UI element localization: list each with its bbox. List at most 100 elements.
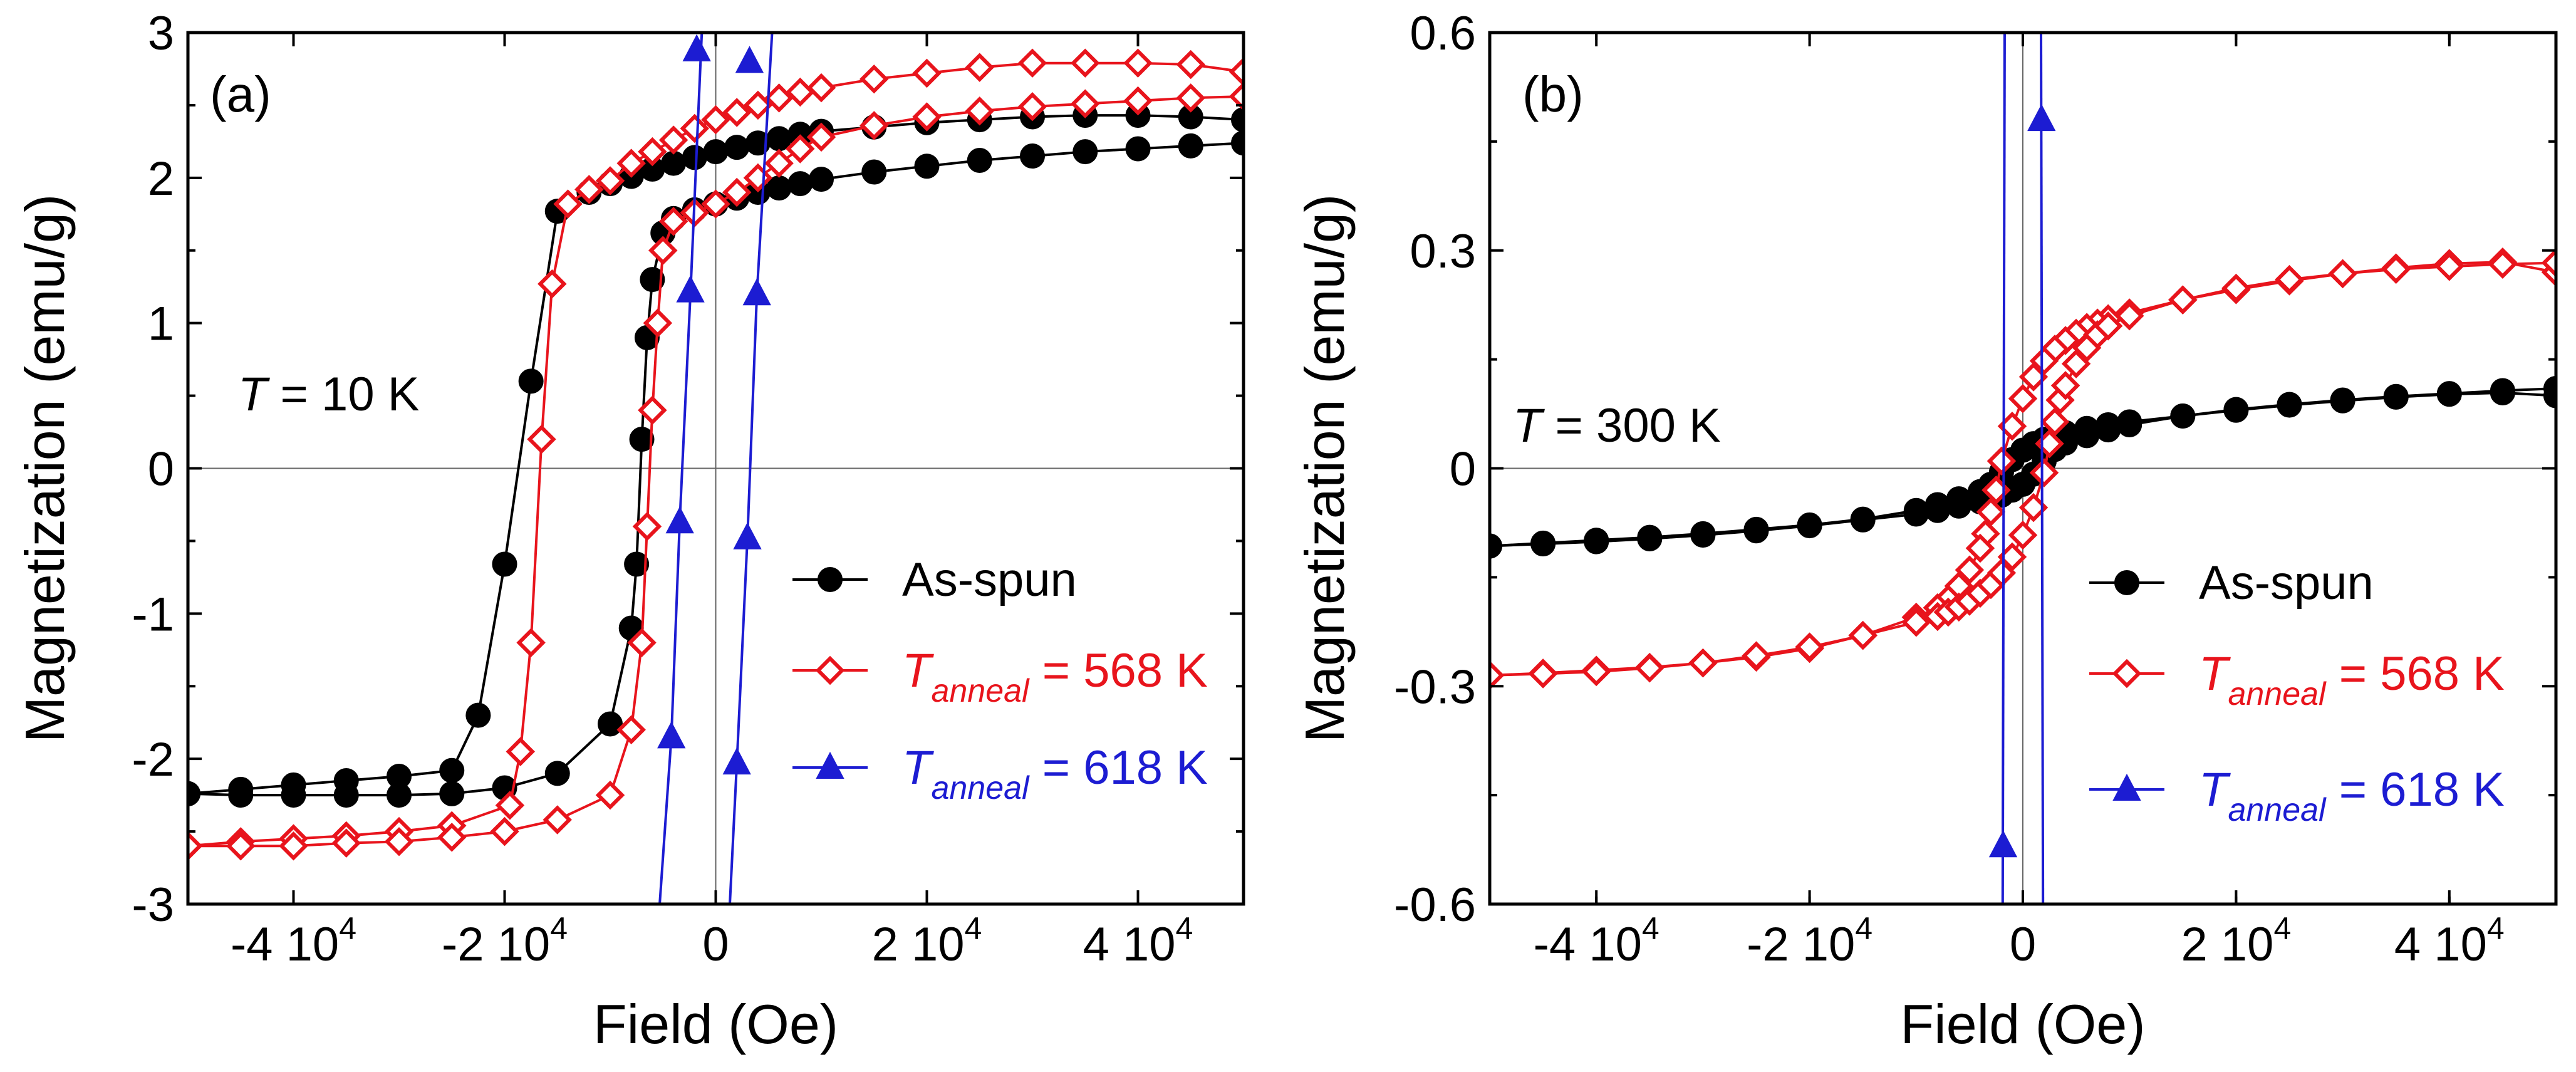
data-point — [2029, 346, 2059, 376]
data-point — [1635, 653, 1665, 683]
data-point — [722, 98, 752, 127]
data-point — [1020, 143, 1045, 169]
legend-entry-2: Tanneal = 618 K — [2089, 763, 2505, 828]
data-point — [2436, 381, 2462, 407]
data-point — [226, 831, 256, 861]
data-point — [1850, 507, 1876, 533]
data-point — [2275, 264, 2304, 294]
data-point — [2541, 248, 2556, 278]
data-point — [657, 721, 686, 749]
data-point — [806, 122, 836, 152]
data-point — [2093, 311, 2123, 341]
data-point — [598, 711, 623, 737]
data-point — [2074, 423, 2100, 449]
legend-label: Tanneal = 568 K — [902, 644, 1208, 709]
data-point — [1637, 526, 1663, 551]
x-tick-label: -4 104 — [1534, 911, 1659, 971]
data-point — [1528, 659, 1558, 689]
data-point — [506, 737, 536, 766]
y-tick-label: 1 — [148, 298, 174, 351]
data-point — [279, 831, 308, 861]
x-tick-label: -2 104 — [442, 911, 568, 971]
x-tick-label: -4 104 — [231, 911, 356, 971]
data-point — [743, 90, 773, 120]
data-point — [658, 125, 688, 155]
data-point — [638, 137, 667, 167]
data-point — [786, 77, 815, 107]
legend-entry-1: Tanneal = 568 K — [2089, 647, 2505, 712]
data-point — [722, 177, 752, 207]
legend-marker — [2114, 570, 2139, 595]
y-tick-label: -1 — [132, 588, 174, 641]
data-point — [2050, 371, 2080, 400]
data-point — [384, 827, 414, 856]
y-tick-label: 0.6 — [1410, 7, 1476, 60]
data-point — [518, 368, 544, 394]
data-point — [2027, 103, 2056, 132]
data-point — [437, 823, 467, 852]
data-point — [331, 828, 361, 858]
data-point — [861, 159, 887, 185]
y-tick-label: -2 — [132, 733, 174, 786]
data-point — [1903, 501, 1929, 527]
data-point — [724, 135, 750, 160]
y-tick-label: 0.3 — [1410, 225, 1476, 278]
data-point — [809, 167, 834, 192]
data-point — [658, 207, 688, 236]
data-point — [1795, 632, 1824, 662]
x-tick-label: 0 — [702, 918, 729, 971]
data-point — [544, 761, 570, 786]
y-tick-label: 0 — [148, 443, 174, 496]
y-tick-label: -0.6 — [1394, 878, 1476, 932]
data-point — [1125, 136, 1151, 162]
data-point — [1017, 48, 1047, 78]
legend-label: Tanneal = 618 K — [902, 741, 1208, 806]
data-point — [638, 395, 667, 425]
data-point — [733, 522, 762, 549]
data-point — [188, 781, 200, 806]
y-tick-label: 0 — [1450, 443, 1476, 496]
legend-marker — [816, 751, 844, 779]
data-point — [629, 427, 655, 452]
data-point — [643, 308, 673, 338]
data-point — [1584, 529, 1609, 554]
data-point — [2117, 412, 2142, 437]
data-point — [1530, 531, 1556, 557]
temperature-annotation: T = 300 K — [1513, 399, 1721, 452]
data-point — [1743, 518, 1769, 544]
panel-a: -4 104 -2 104 0 2 104 4 104 -3 -2 -1 0 1 2 3 Field (… — [14, 7, 1245, 1055]
data-point — [2008, 520, 2038, 550]
data-point — [1228, 57, 1244, 86]
x-tick-label: 4 104 — [1083, 911, 1193, 971]
data-point — [490, 816, 519, 846]
data-point — [1901, 608, 1931, 637]
data-point — [595, 166, 625, 195]
data-point — [632, 511, 662, 541]
data-point — [661, 150, 687, 176]
legend-marker — [2112, 658, 2142, 689]
data-point — [806, 73, 836, 103]
data-point — [2488, 249, 2518, 279]
data-point — [2096, 417, 2121, 443]
x-tick-label: 2 104 — [872, 911, 982, 971]
data-point — [1976, 497, 2006, 527]
temperature-annotation: T = 10 K — [238, 368, 419, 421]
data-point — [2434, 252, 2464, 281]
series-line-4 — [2001, 33, 2006, 904]
legend: As-spun Tanneal = 568 K Tanneal = 618 K — [2089, 556, 2505, 828]
data-point — [648, 236, 678, 265]
data-point — [2114, 301, 2144, 331]
data-point — [1581, 657, 1611, 687]
data-point — [764, 83, 794, 113]
data-point — [495, 791, 525, 820]
data-point — [766, 126, 792, 152]
data-point — [228, 783, 254, 808]
x-tick-label: 4 104 — [2394, 911, 2505, 971]
legend-entry-0: As-spun — [792, 553, 1077, 606]
data-point — [640, 267, 665, 293]
data-point — [2221, 273, 2251, 303]
data-point — [2277, 392, 2302, 417]
data-point — [786, 134, 815, 164]
data-point — [2008, 383, 2038, 414]
